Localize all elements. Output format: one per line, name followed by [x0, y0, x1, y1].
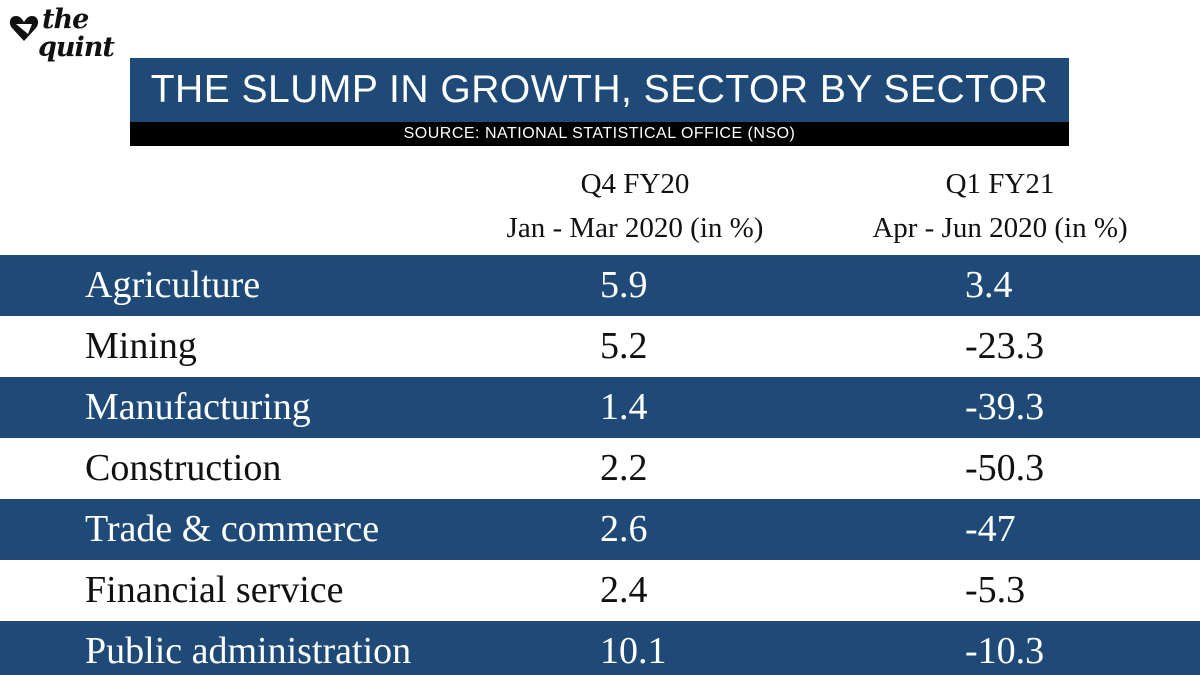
brand-logo: the quint — [8, 4, 128, 74]
table-row: Mining 5.2 -23.3 — [0, 316, 1200, 377]
q1-value: -23.3 — [965, 325, 1045, 367]
sector-label: Trade & commerce — [85, 508, 380, 550]
column-header-q4-range: Jan - Mar 2020 (in %) — [506, 212, 764, 244]
q1-value: 3.4 — [965, 264, 1013, 306]
sector-label: Agriculture — [85, 264, 261, 306]
q4-value: 2.2 — [600, 447, 648, 489]
table-row: Trade & commerce 2.6 -47 — [0, 499, 1200, 560]
table-row: Manufacturing 1.4 -39.3 — [0, 377, 1200, 438]
q4-value: 5.9 — [600, 264, 648, 306]
table-row: Agriculture 5.9 3.4 — [0, 255, 1200, 316]
q4-value: 2.6 — [600, 508, 648, 550]
sector-label: Manufacturing — [85, 386, 311, 428]
q1-value: -5.3 — [965, 569, 1026, 611]
q4-value: 10.1 — [600, 630, 667, 672]
sector-label: Financial service — [85, 569, 344, 611]
q4-value: 2.4 — [600, 569, 648, 611]
column-header-q1-period: Q1 FY21 — [945, 168, 1055, 200]
q1-value: -47 — [965, 508, 1016, 550]
column-header-q4: Q4 FY20 Jan - Mar 2020 (in %) — [470, 162, 800, 250]
column-header-q1: Q1 FY21 Apr - Jun 2020 (in %) — [830, 162, 1170, 250]
source-note: SOURCE: NATIONAL STATISTICAL OFFICE (NSO… — [130, 122, 1069, 146]
data-table: Agriculture 5.9 3.4 Mining 5.2 -23.3 Man… — [0, 255, 1200, 675]
sector-label: Public administration — [85, 630, 412, 672]
brand-line-2: quint — [38, 32, 115, 63]
quint-heart-icon — [9, 16, 39, 41]
table-row: Public administration 10.1 -10.3 — [0, 621, 1200, 675]
sector-label: Mining — [85, 325, 197, 367]
table-row: Financial service 2.4 -5.3 — [0, 560, 1200, 621]
q1-value: -39.3 — [965, 386, 1045, 428]
table-row: Construction 2.2 -50.3 — [0, 438, 1200, 499]
q1-value: -10.3 — [965, 630, 1045, 672]
brand-line-1: the — [42, 4, 89, 35]
q1-value: -50.3 — [965, 447, 1045, 489]
sector-label: Construction — [85, 447, 282, 489]
column-header-q4-period: Q4 FY20 — [580, 168, 690, 200]
column-header-q1-range: Apr - Jun 2020 (in %) — [872, 212, 1128, 244]
q4-value: 1.4 — [600, 386, 648, 428]
chart-title: THE SLUMP IN GROWTH, SECTOR BY SECTOR — [130, 58, 1069, 122]
q4-value: 5.2 — [600, 325, 648, 367]
